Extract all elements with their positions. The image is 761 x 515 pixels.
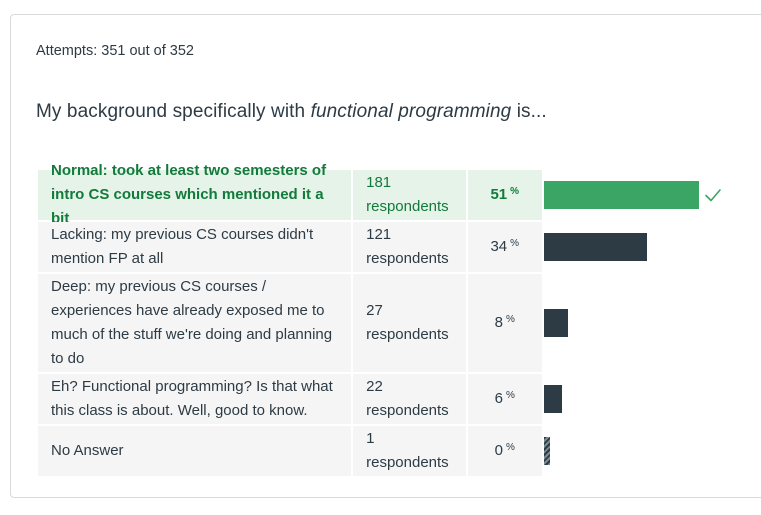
answer-respondents: 181 respondents — [353, 170, 466, 220]
answer-row-no-answer: No Answer 1 respondents 0% — [38, 426, 758, 476]
answer-bar — [543, 437, 550, 465]
answer-bar-track — [543, 274, 758, 372]
answer-label: Normal: took at least two semesters of i… — [38, 162, 352, 227]
question-prefix: My background specifically with — [36, 101, 311, 122]
answer-bar-track — [543, 426, 758, 476]
answer-bar — [543, 233, 647, 261]
answer-bar — [543, 309, 568, 337]
check-icon — [704, 189, 721, 202]
answer-respondents: 1 respondents — [353, 426, 466, 476]
question-emphasis: functional programming — [310, 101, 512, 122]
answer-row-lacking: Lacking: my previous CS courses didn't m… — [38, 222, 758, 272]
answer-percent: 0% — [467, 426, 542, 476]
quiz-statistics-card: Attempts: 351 out of 352 My background s… — [10, 14, 761, 498]
answer-row-eh: Eh? Functional programming? Is that what… — [38, 374, 758, 424]
answer-percent: 8% — [467, 274, 542, 372]
answer-table: Normal: took at least two semesters of i… — [38, 162, 758, 478]
answer-row-deep: Deep: my previous CS courses / experienc… — [38, 274, 758, 372]
answer-label: Lacking: my previous CS courses didn't m… — [38, 222, 352, 272]
attempts-count: Attempts: 351 out of 352 — [36, 43, 194, 59]
answer-bar-track — [543, 170, 758, 220]
answer-bar-track — [543, 374, 758, 424]
answer-percent: 6% — [467, 374, 542, 424]
answer-label: Deep: my previous CS courses / experienc… — [38, 274, 352, 372]
answer-bar — [543, 385, 562, 413]
answer-respondents: 27 respondents — [353, 274, 466, 372]
answer-percent: 34% — [467, 222, 542, 272]
answer-bar — [543, 181, 699, 209]
question-suffix: is... — [511, 101, 547, 122]
answer-row-normal: Normal: took at least two semesters of i… — [38, 162, 758, 227]
answer-respondents: 121 respondents — [353, 222, 466, 272]
answer-respondents: 22 respondents — [353, 374, 466, 424]
answer-label: Eh? Functional programming? Is that what… — [38, 374, 352, 424]
answer-label: No Answer — [38, 426, 352, 476]
question-text: My background specifically with function… — [36, 101, 547, 123]
answer-percent: 51% — [467, 170, 542, 220]
answer-bar-track — [543, 222, 758, 272]
